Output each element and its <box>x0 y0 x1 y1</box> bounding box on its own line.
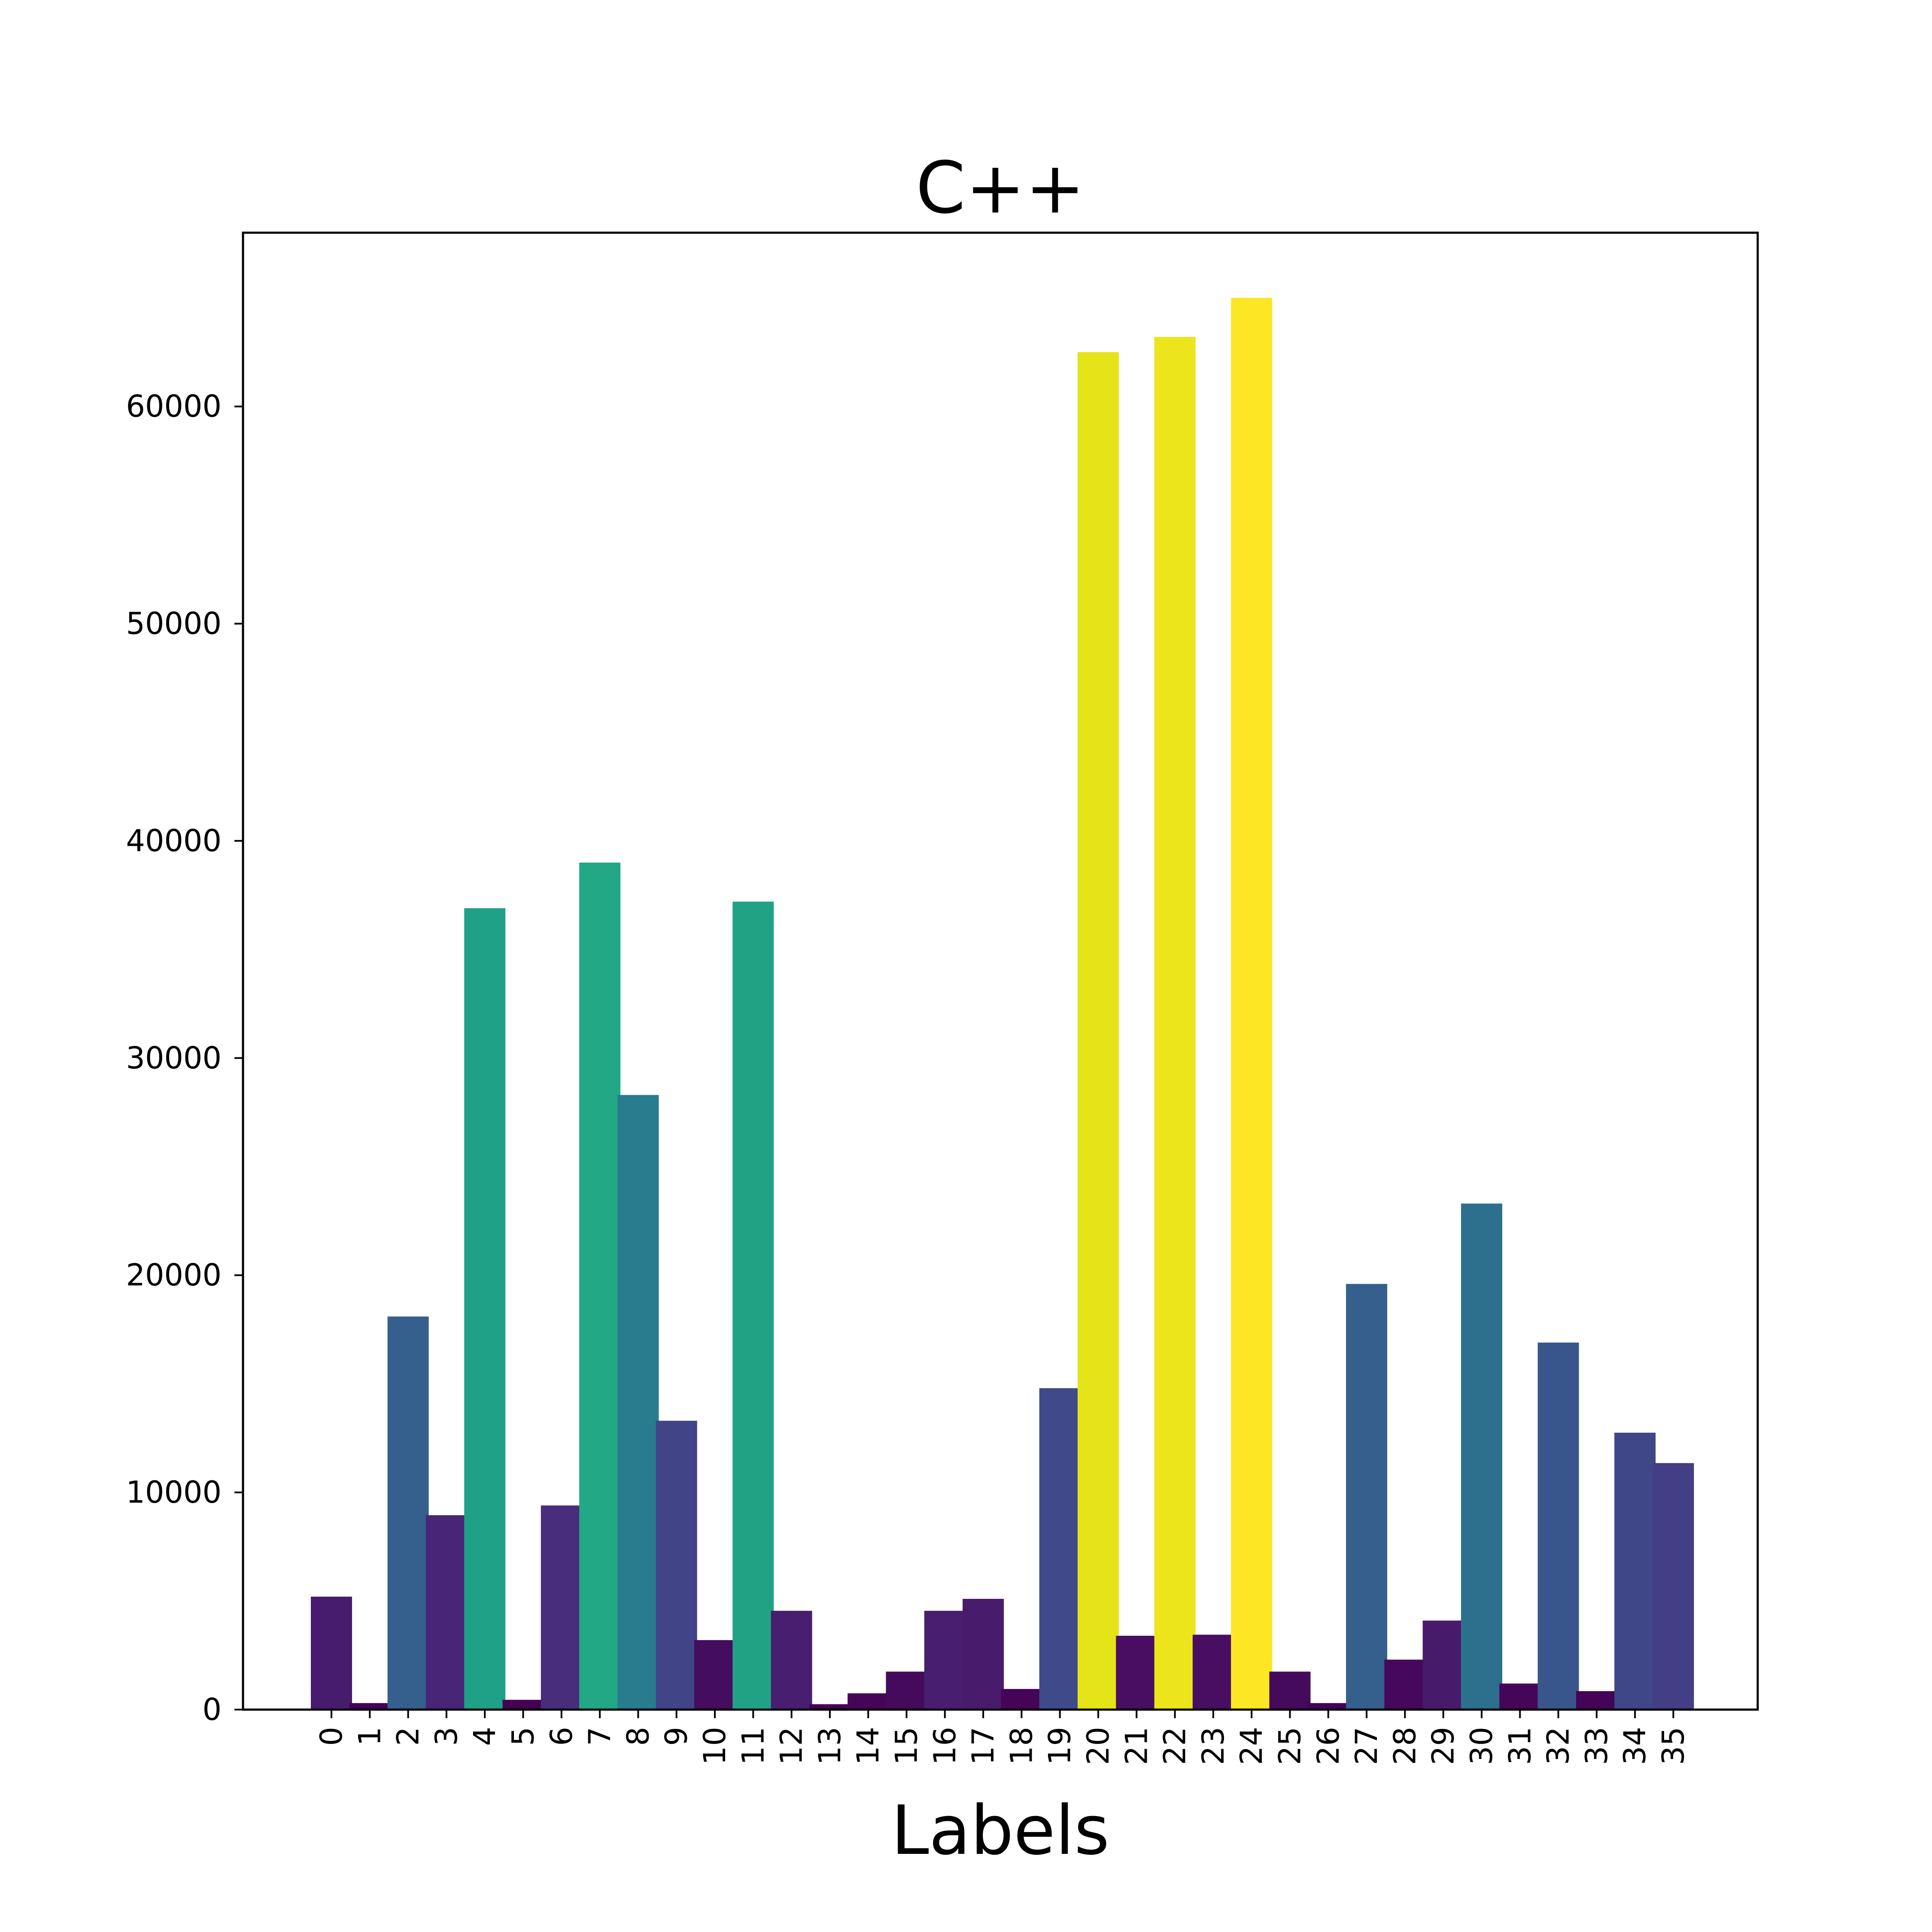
x-tick-label: 22 <box>1157 1727 1193 1765</box>
x-tick-label: 31 <box>1502 1727 1537 1765</box>
bar-23 <box>1192 1634 1234 1710</box>
x-tick-label: 15 <box>889 1727 924 1765</box>
bar-7 <box>579 863 621 1710</box>
bar-31 <box>1499 1683 1541 1710</box>
y-tick-label: 50000 <box>126 606 222 641</box>
bar-18 <box>1001 1689 1042 1710</box>
x-tick-label: 27 <box>1349 1727 1384 1765</box>
bar-6 <box>541 1505 582 1710</box>
chart-title: C++ <box>916 147 1085 230</box>
bar-1 <box>349 1703 391 1710</box>
x-tick-label: 9 <box>659 1727 694 1746</box>
bar-21 <box>1116 1636 1157 1710</box>
x-tick-label: 26 <box>1311 1727 1346 1765</box>
bar-10 <box>694 1640 735 1710</box>
bar-28 <box>1384 1659 1426 1710</box>
x-tick-label: 8 <box>620 1727 656 1746</box>
x-axis-label: Labels <box>891 1791 1110 1870</box>
bar-25 <box>1269 1671 1311 1710</box>
x-tick-label: 19 <box>1042 1727 1078 1765</box>
bar-29 <box>1422 1620 1464 1710</box>
x-tick-label: 29 <box>1426 1727 1461 1765</box>
x-tick-label: 11 <box>735 1727 771 1765</box>
x-tick-label: 6 <box>544 1727 579 1746</box>
x-tick-label: 4 <box>467 1727 502 1746</box>
bar-16 <box>924 1610 966 1710</box>
bar-32 <box>1537 1343 1579 1710</box>
bar-11 <box>732 902 774 1710</box>
bar-0 <box>311 1596 352 1710</box>
bar-3 <box>425 1515 467 1710</box>
bars-layer <box>311 298 1694 1710</box>
x-tick-label: 33 <box>1579 1727 1614 1765</box>
x-tick-label: 34 <box>1617 1727 1653 1765</box>
x-tick-label: 0 <box>314 1727 349 1746</box>
x-tick-label: 5 <box>506 1727 541 1746</box>
bar-33 <box>1576 1691 1617 1710</box>
y-tick-label: 0 <box>202 1692 222 1727</box>
x-tick-label: 16 <box>927 1727 963 1765</box>
x-tick-label: 12 <box>774 1727 809 1765</box>
x-tick-label: 14 <box>851 1727 886 1765</box>
bar-19 <box>1039 1388 1081 1710</box>
x-tick-label: 18 <box>1004 1727 1039 1765</box>
bar-20 <box>1078 352 1119 1710</box>
bar-34 <box>1614 1433 1656 1710</box>
x-tick-label: 7 <box>582 1727 617 1746</box>
bar-4 <box>464 908 506 1710</box>
x-tick-label: 35 <box>1656 1727 1691 1765</box>
bar-27 <box>1346 1284 1388 1710</box>
y-tick-label: 60000 <box>126 389 222 424</box>
bar-13 <box>809 1704 851 1710</box>
bar-24 <box>1231 298 1273 1710</box>
x-tick-label: 21 <box>1119 1727 1154 1765</box>
x-tick-label: 10 <box>697 1727 732 1765</box>
x-tick-label: 20 <box>1081 1727 1116 1765</box>
bar-12 <box>771 1610 812 1710</box>
bar-30 <box>1461 1203 1502 1710</box>
bar-22 <box>1154 337 1196 1710</box>
bar-5 <box>502 1700 544 1710</box>
x-tick-label: 17 <box>966 1727 1001 1765</box>
y-tick-label: 30000 <box>126 1040 222 1075</box>
x-tick-label: 3 <box>429 1727 464 1746</box>
x-tick-label: 24 <box>1234 1727 1269 1765</box>
y-tick-label: 40000 <box>126 823 222 858</box>
x-axis: 0 1 2 3 4 5 6 7 8 9 10 11 12 13 14 15 16 17 18 19 20 21 22 23 24… <box>314 1710 1691 1765</box>
bar-17 <box>963 1599 1004 1710</box>
x-tick-label: 23 <box>1196 1727 1231 1765</box>
y-tick-label: 10000 <box>126 1475 222 1510</box>
bar-35 <box>1653 1463 1694 1710</box>
bar-9 <box>656 1421 697 1710</box>
bar-26 <box>1307 1703 1349 1710</box>
x-tick-label: 2 <box>391 1727 426 1746</box>
bar-15 <box>886 1671 927 1710</box>
x-tick-label: 1 <box>352 1727 387 1746</box>
bar-8 <box>617 1095 659 1710</box>
x-tick-label: 32 <box>1541 1727 1576 1765</box>
x-tick-label: 30 <box>1464 1727 1499 1765</box>
plot-frame <box>242 231 1759 1711</box>
x-tick-label: 25 <box>1273 1727 1308 1765</box>
y-axis: 0 10000 20000 30000 40000 50000 60000 <box>126 389 243 1727</box>
y-tick-label: 20000 <box>126 1258 222 1293</box>
bar-14 <box>848 1693 889 1710</box>
bar-2 <box>387 1316 429 1710</box>
x-tick-label: 13 <box>812 1727 848 1765</box>
x-tick-label: 28 <box>1387 1727 1422 1765</box>
